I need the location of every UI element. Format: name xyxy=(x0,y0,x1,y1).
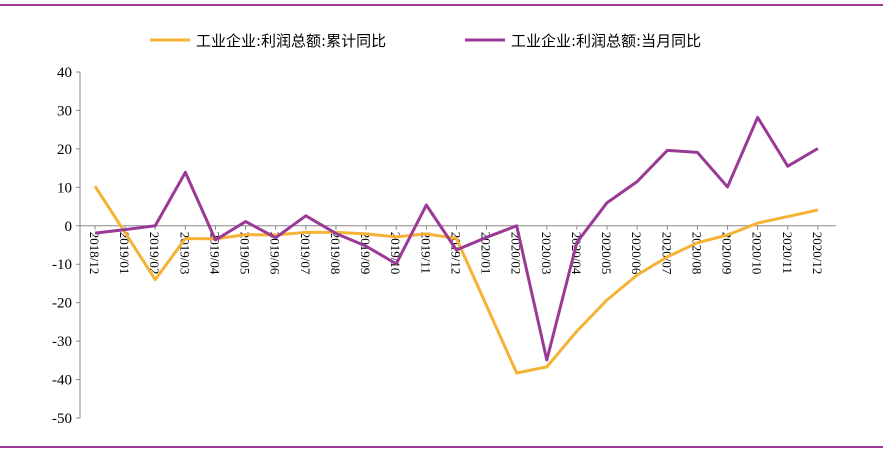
legend-label: 工业企业:利润总额:当月同比 xyxy=(511,32,701,50)
x-tick-label: 2020/12 xyxy=(810,232,825,275)
x-tick-label: 2019/11 xyxy=(418,232,433,274)
x-tick-label: 2019/05 xyxy=(238,232,253,275)
x-tick-label: 2020/03 xyxy=(539,232,554,275)
x-tick-label: 2019/10 xyxy=(388,232,403,275)
x-tick-label: 2019/08 xyxy=(328,232,343,275)
x-tick-label: 2019/09 xyxy=(358,232,373,275)
x-tick-label: 2019/02 xyxy=(147,232,162,275)
y-tick-label: 20 xyxy=(57,142,72,158)
x-tick-label: 2019/06 xyxy=(268,232,283,275)
series-line xyxy=(94,115,819,362)
legend-label: 工业企业:利润总额:累计同比 xyxy=(196,32,386,50)
x-tick-label: 2019/01 xyxy=(117,232,132,275)
y-tick-label: 10 xyxy=(57,180,72,196)
y-tick-label: -20 xyxy=(52,296,72,312)
y-tick-label: 0 xyxy=(65,219,73,235)
y-tick-label: 30 xyxy=(57,103,72,119)
x-tick-label: 2020/05 xyxy=(599,232,614,275)
x-tick-label: 2020/08 xyxy=(689,232,704,275)
x-tick-label: 2020/10 xyxy=(750,232,765,275)
y-tick-label: 40 xyxy=(57,65,72,81)
y-tick-label: -40 xyxy=(52,373,72,389)
x-tick-label: 2019/07 xyxy=(298,232,313,275)
y-tick-label: -10 xyxy=(52,257,72,273)
y-tick-label: -30 xyxy=(52,334,72,350)
x-tick-label: 2020/09 xyxy=(720,232,735,275)
x-tick-label: 2019/04 xyxy=(207,232,222,275)
x-tick-label: 2018/12 xyxy=(87,232,102,275)
x-tick-label: 2020/06 xyxy=(629,232,644,275)
x-tick-label: 2020/07 xyxy=(659,232,674,275)
x-tick-label: 2020/01 xyxy=(479,232,494,275)
y-tick-label: -50 xyxy=(52,411,72,427)
x-tick-label: 2020/11 xyxy=(780,232,795,274)
